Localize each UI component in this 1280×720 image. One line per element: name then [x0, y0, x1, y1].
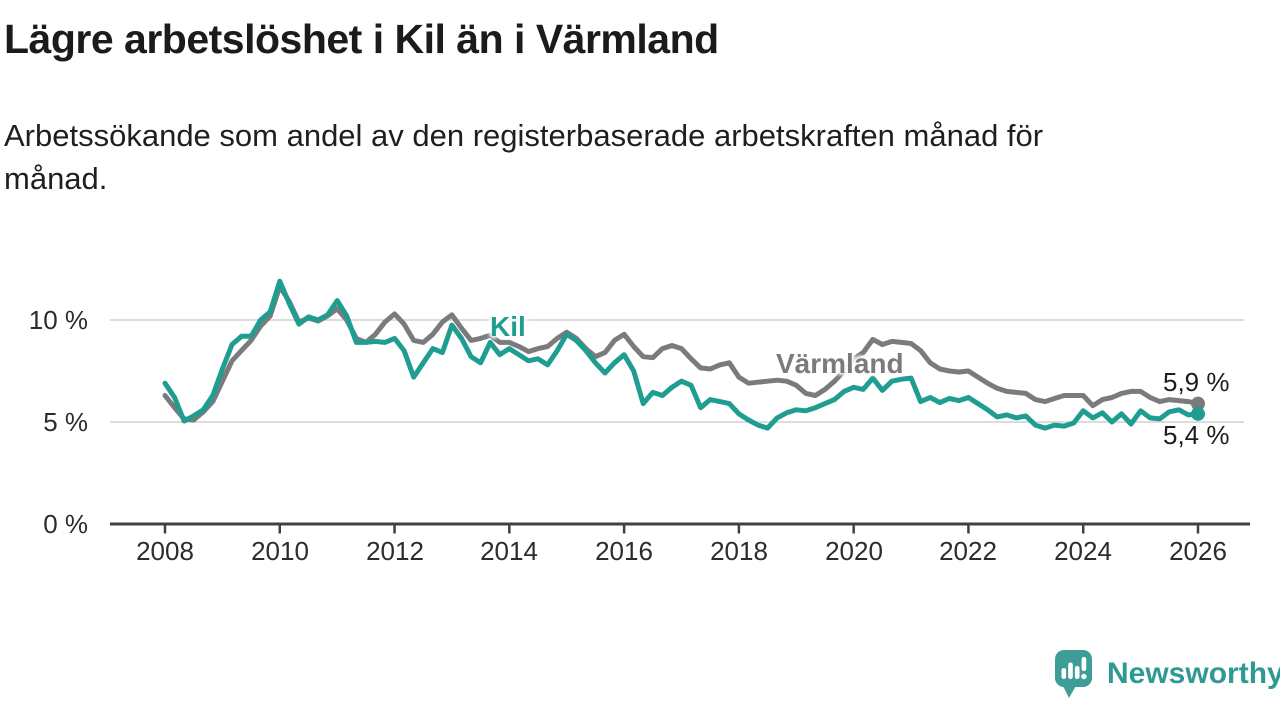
y-tick-10: 10 % — [28, 305, 88, 335]
page-title: Lägre arbetslöshet i Kil än i Värmland — [4, 16, 719, 62]
x-tick-2016: 2016 — [595, 536, 653, 566]
x-tick-2020: 2020 — [825, 536, 883, 566]
newsworthy-logo[interactable]: Newsworthy — [1054, 649, 1280, 699]
y-tick-5: 5 % — [43, 407, 88, 437]
subtitle-line-1: Arbetssökande som andel av den registerb… — [4, 118, 1044, 153]
series-label-kil: Kil — [490, 311, 526, 342]
x-tick-2018: 2018 — [710, 536, 768, 566]
end-value-kil: 5,4 % — [1163, 420, 1230, 450]
x-tick-2026: 2026 — [1169, 536, 1227, 566]
x-tick-2010: 2010 — [251, 536, 309, 566]
newsworthy-logo-text: Newsworthy — [1107, 657, 1280, 690]
end-value-varmland: 5,9 % — [1163, 367, 1230, 397]
y-tick-0: 0 % — [43, 509, 88, 539]
x-tick-2012: 2012 — [366, 536, 424, 566]
subtitle-line-2: månad. — [4, 161, 108, 196]
chart-subtitle: Arbetssökande som andel av den registerb… — [4, 114, 1043, 200]
series-label-varmland: Värmland — [776, 348, 904, 379]
x-tick-2022: 2022 — [939, 536, 997, 566]
x-tick-2014: 2014 — [480, 536, 538, 566]
newsworthy-logo-icon — [1055, 650, 1092, 698]
x-tick-2024: 2024 — [1054, 536, 1112, 566]
x-tick-2008: 2008 — [136, 536, 194, 566]
